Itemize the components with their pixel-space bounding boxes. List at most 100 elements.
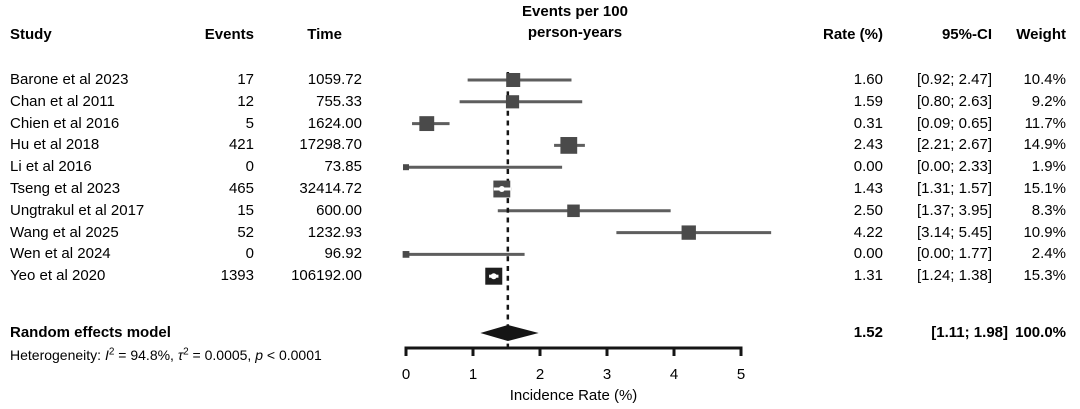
- weight-value: 2.4%: [1031, 245, 1066, 263]
- pooled-ci-value: [1.11; 1.98]: [931, 324, 1008, 341]
- study-name: Wen et al 2024: [10, 245, 111, 263]
- weight-column-header: Weight: [1016, 26, 1066, 43]
- pooled-diamond: [480, 325, 539, 341]
- time-value: 1624.00: [307, 114, 362, 132]
- pooled-weight-value: 100.0%: [1015, 324, 1066, 341]
- tau-squared-symbol: τ: [177, 347, 184, 363]
- heterogeneity-prefix: Heterogeneity:: [10, 347, 105, 363]
- study-name: Hu et al 2018: [10, 136, 100, 154]
- events-value: 421: [228, 136, 254, 154]
- ci-value: [1.31; 1.57]: [916, 180, 992, 197]
- weight-value: 8.3%: [1031, 201, 1066, 219]
- ci-value: [3.14; 5.45]: [916, 223, 992, 241]
- p-value: < 0.0001: [263, 347, 322, 363]
- x-axis-tick-label: 3: [603, 366, 611, 383]
- weight-value: 14.9%: [1023, 136, 1066, 154]
- rate-value: 1.31: [853, 267, 883, 285]
- effect-square: [402, 251, 410, 258]
- x-axis-tick-label: 5: [737, 366, 745, 383]
- x-axis-tick-label: 2: [536, 366, 544, 383]
- i-squared-symbol: I: [104, 347, 109, 363]
- weight-value: 1.9%: [1031, 158, 1066, 176]
- effect-square: [505, 95, 520, 109]
- rate-value: 0.00: [853, 158, 883, 176]
- study-name: Chien et al 2016: [10, 114, 120, 132]
- i-squared-value: = 94.8%,: [114, 347, 178, 363]
- weight-value: 15.1%: [1023, 180, 1066, 197]
- events-value: 0: [245, 158, 254, 176]
- weight-value: 10.4%: [1023, 71, 1066, 88]
- ci-value: [0.92; 2.47]: [916, 71, 992, 88]
- rate-value: 1.59: [853, 92, 883, 110]
- effect-square: [560, 137, 578, 154]
- x-axis-tick-label: 4: [670, 366, 678, 383]
- time-column-header: Time: [307, 26, 342, 43]
- x-axis-tick-label: 0: [402, 366, 410, 383]
- weight-value: 15.3%: [1023, 267, 1066, 285]
- time-value: 755.33: [316, 92, 362, 110]
- events-column-header: Events: [204, 26, 254, 43]
- events-value: 12: [237, 92, 254, 110]
- study-column-header: Study: [10, 26, 52, 43]
- weight-value: 9.2%: [1031, 92, 1066, 110]
- ci-value: [1.24; 1.38]: [916, 267, 992, 285]
- effect-square: [403, 164, 409, 171]
- x-axis-title: Incidence Rate (%): [510, 387, 638, 404]
- weight-value: 11.7%: [1024, 114, 1066, 132]
- time-value: 17298.70: [299, 136, 362, 154]
- effect-square: [419, 116, 435, 132]
- events-value: 0: [245, 245, 254, 263]
- events-value: 52: [237, 223, 254, 241]
- study-name: Wang et al 2025: [10, 223, 119, 241]
- time-value: 73.85: [324, 158, 362, 176]
- study-name: Ungtrakul et al 2017: [10, 201, 145, 219]
- events-value: 15: [237, 201, 254, 219]
- x-axis-tick-label: 1: [469, 366, 477, 383]
- effect-square: [567, 204, 580, 218]
- study-name: Barone et al 2023: [10, 71, 129, 88]
- study-name: Li et al 2016: [10, 158, 92, 176]
- study-name: Chan et al 2011: [10, 92, 115, 110]
- white-point-marker: [498, 186, 505, 192]
- time-value: 106192.00: [291, 267, 362, 285]
- pooled-model-label: Random effects model: [10, 324, 171, 341]
- rate-value: 2.50: [853, 201, 883, 219]
- superscript-2: 2: [108, 346, 115, 358]
- time-value: 96.92: [324, 245, 362, 263]
- ci-value: [0.00; 2.33]: [916, 158, 992, 176]
- time-value: 32414.72: [299, 180, 362, 197]
- events-value: 17: [237, 71, 254, 88]
- rate-value: 0.00: [853, 245, 883, 263]
- weight-value: 10.9%: [1023, 223, 1066, 241]
- rate-value: 2.43: [853, 136, 883, 154]
- white-point-marker: [490, 273, 497, 280]
- pooled-rate-value: 1.52: [853, 324, 883, 341]
- time-value: 600.00: [316, 201, 362, 219]
- superscript-2: 2: [183, 346, 189, 358]
- ci-value: [0.00; 1.77]: [916, 245, 992, 263]
- ci-value: [1.37; 3.95]: [916, 201, 992, 219]
- rate-value: 4.22: [853, 223, 883, 241]
- effect-square: [506, 72, 521, 88]
- events-value: 465: [228, 180, 254, 197]
- effect-square: [681, 225, 696, 240]
- ci-value: [2.21; 2.67]: [916, 136, 992, 154]
- effect-column-header-line2: person-years: [527, 24, 623, 41]
- heterogeneity-note: Heterogeneity: I2 = 94.8%, τ2 = 0.0005, …: [10, 346, 322, 364]
- events-value: 1393: [220, 267, 254, 285]
- effect-column-header-line1: Events per 100: [522, 3, 628, 20]
- rate-value: 1.43: [853, 180, 883, 197]
- study-name: Yeo et al 2020: [10, 267, 106, 285]
- rate-value: 1.60: [853, 71, 883, 88]
- time-value: 1232.93: [307, 223, 362, 241]
- p-symbol: p: [255, 347, 264, 363]
- time-value: 1059.72: [307, 71, 362, 88]
- ci-value: [0.09; 0.65]: [916, 114, 992, 132]
- events-value: 5: [245, 114, 254, 132]
- rate-column-header: Rate (%): [822, 26, 883, 43]
- rate-value: 0.31: [853, 114, 883, 132]
- ci-value: [0.80; 2.63]: [916, 92, 992, 110]
- study-name: Tseng et al 2023: [10, 180, 121, 197]
